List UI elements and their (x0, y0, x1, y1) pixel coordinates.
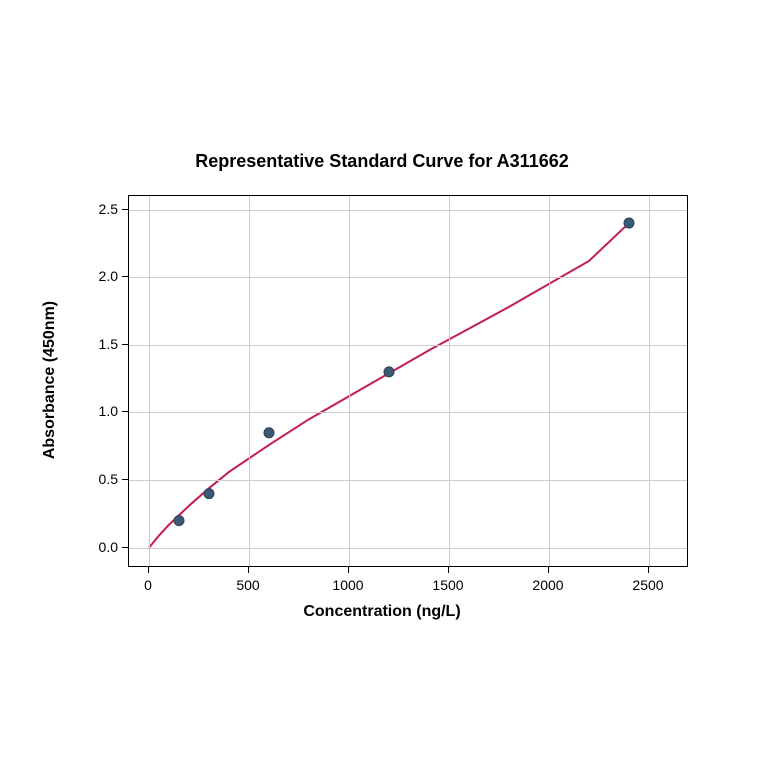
grid-line-v (149, 196, 150, 566)
grid-line-h (129, 548, 687, 549)
plot-area (128, 195, 688, 567)
grid-line-h (129, 277, 687, 278)
x-tick (548, 567, 549, 573)
x-tick (648, 567, 649, 573)
data-point (384, 367, 394, 377)
chart-svg (129, 196, 689, 568)
y-tick (122, 547, 128, 548)
y-tick (122, 209, 128, 210)
x-tick-label: 500 (236, 577, 259, 593)
x-tick (448, 567, 449, 573)
x-tick-label: 2500 (632, 577, 663, 593)
chart-container: Representative Standard Curve for A31166… (0, 0, 764, 764)
grid-line-v (449, 196, 450, 566)
grid-line-h (129, 480, 687, 481)
y-tick (122, 411, 128, 412)
grid-line-h (129, 345, 687, 346)
grid-line-v (249, 196, 250, 566)
data-point (264, 428, 274, 438)
x-tick-label: 1000 (332, 577, 363, 593)
x-axis-label: Concentration (ng/L) (0, 603, 764, 621)
y-tick (122, 276, 128, 277)
fit-curve (149, 223, 629, 548)
x-tick-label: 0 (144, 577, 152, 593)
x-tick (248, 567, 249, 573)
data-point (174, 516, 184, 526)
y-tick-label: 2.0 (84, 268, 118, 284)
grid-line-h (129, 210, 687, 211)
x-tick-label: 2000 (532, 577, 563, 593)
data-point (204, 489, 214, 499)
y-tick (122, 479, 128, 480)
data-point (624, 218, 634, 228)
y-tick-label: 1.0 (84, 403, 118, 419)
grid-line-v (549, 196, 550, 566)
grid-line-v (349, 196, 350, 566)
y-axis-label: Absorbance (450nm) (41, 194, 59, 566)
y-tick-label: 0.0 (84, 539, 118, 555)
chart-title: Representative Standard Curve for A31166… (0, 151, 764, 172)
y-tick-label: 0.5 (84, 471, 118, 487)
x-tick (348, 567, 349, 573)
y-tick-label: 1.5 (84, 336, 118, 352)
x-tick-label: 1500 (432, 577, 463, 593)
x-tick (148, 567, 149, 573)
y-tick (122, 344, 128, 345)
grid-line-h (129, 412, 687, 413)
grid-line-v (649, 196, 650, 566)
y-tick-label: 2.5 (84, 201, 118, 217)
